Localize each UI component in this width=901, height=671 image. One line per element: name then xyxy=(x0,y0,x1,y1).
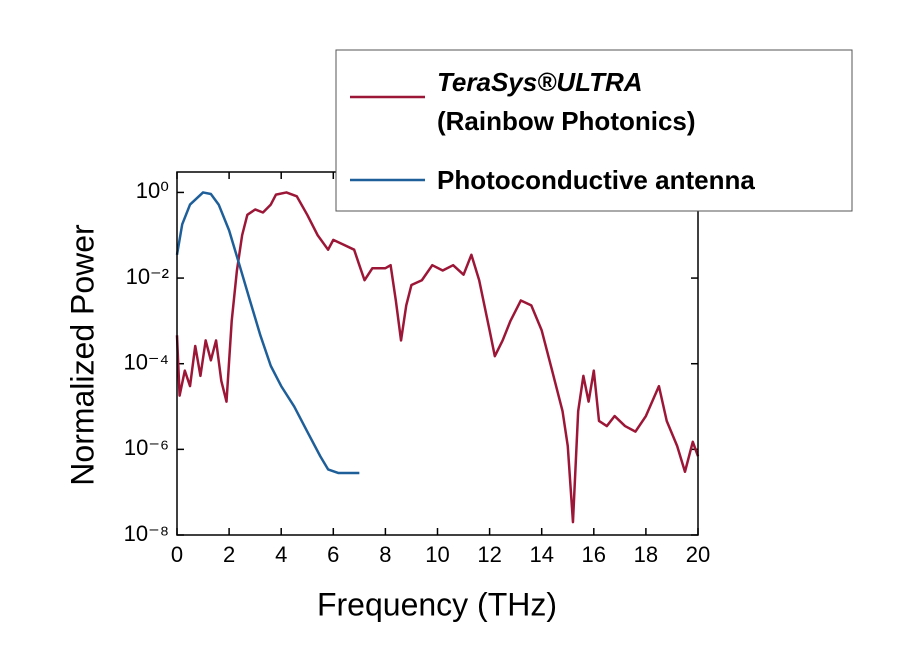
plot-frame xyxy=(176,171,699,536)
y-tick-label: 10⁻⁸ xyxy=(124,521,169,546)
legend-label: Photoconductive antenna xyxy=(437,165,755,195)
legend-box xyxy=(335,49,853,212)
y-tick-label: 10⁻² xyxy=(126,264,169,289)
x-tick-label: 4 xyxy=(275,542,287,567)
y-tick-label: 10⁻⁶ xyxy=(124,435,169,460)
x-tick-label: 8 xyxy=(379,542,391,567)
x-tick-label: 10 xyxy=(425,542,449,567)
series-line xyxy=(175,191,360,475)
x-tick-label: 18 xyxy=(634,542,658,567)
series-line xyxy=(175,191,700,524)
y-tick-label: 10⁻⁴ xyxy=(123,350,169,375)
x-tick-label: 2 xyxy=(223,542,235,567)
x-tick-label: 6 xyxy=(327,542,339,567)
x-tick-label: 20 xyxy=(686,542,710,567)
y-tick-label: 10⁰ xyxy=(136,178,169,203)
x-tick-label: 16 xyxy=(582,542,606,567)
y-axis-label: Normalized Power xyxy=(64,224,100,486)
legend-label: TeraSys®ULTRA (Rainbow Photonics) xyxy=(437,67,696,136)
x-tick-label: 12 xyxy=(477,542,501,567)
x-tick-label: 14 xyxy=(529,542,553,567)
x-tick-label: 0 xyxy=(171,542,183,567)
x-axis-label: Frequency (THz) xyxy=(317,586,557,622)
